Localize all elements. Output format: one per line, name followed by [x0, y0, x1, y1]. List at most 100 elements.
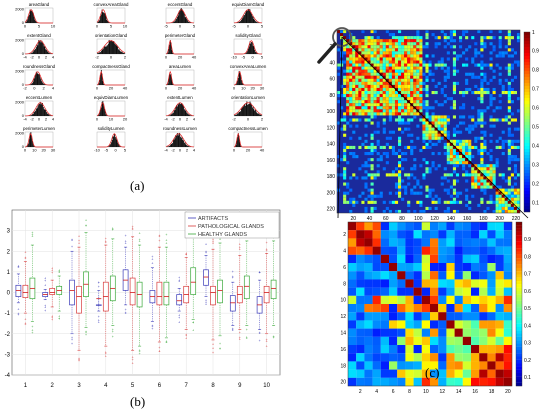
matrix-cell: [398, 39, 402, 43]
matrix-cell: [352, 39, 356, 43]
matrix-cell: [498, 194, 502, 198]
matrix-cell: [391, 87, 395, 92]
matrix-cell: [477, 176, 481, 180]
matrix-cell: [361, 103, 365, 107]
outlier: +: [178, 314, 180, 318]
matrix-cell: [446, 345, 455, 354]
matrix-cell: [404, 145, 408, 149]
matrix-cell: [510, 158, 514, 162]
matrix-cell: [398, 103, 402, 107]
matrix-cell: [434, 133, 438, 137]
matrix-cell: [410, 45, 414, 49]
matrix-cell: [438, 328, 447, 337]
matrix-cell: [471, 60, 475, 64]
matrix-cell: [479, 263, 488, 272]
matrix-cell: [477, 121, 481, 125]
matrix-cell: [419, 106, 423, 110]
matrix-cell: [454, 222, 463, 231]
matrix-cell: [361, 42, 365, 46]
colorbar-segment: [516, 222, 522, 226]
colorbar-segment: [524, 143, 530, 147]
outlier: +: [178, 316, 180, 320]
matrix-cell: [340, 127, 344, 131]
matrix-cell: [446, 191, 450, 195]
matrix-cell: [474, 136, 478, 140]
colorbar-segment: [524, 65, 530, 69]
histogram-bar: [255, 109, 256, 116]
histogram-bar: [32, 51, 34, 54]
matrix-cell: [364, 246, 373, 255]
matrix-cell: [465, 142, 469, 146]
histogram-bar: [237, 113, 238, 116]
matrix-cell: [454, 353, 463, 362]
matrix-cell: [487, 287, 496, 296]
histogram-bar: [169, 74, 170, 85]
matrix-cell: [410, 191, 414, 195]
x-tick-label: 120: [430, 216, 439, 222]
matrix-cell: [440, 57, 444, 61]
matrix-cell: [370, 78, 374, 82]
matrix-cell: [394, 63, 399, 67]
matrix-cell: [446, 69, 450, 73]
histogram-bar: [180, 138, 182, 147]
histogram-bar: [31, 83, 33, 85]
outlier: +: [139, 232, 141, 236]
matrix-cell: [431, 133, 435, 137]
matrix-cell: [430, 271, 439, 280]
histogram-bar: [189, 22, 191, 23]
matrix-cell: [454, 271, 463, 280]
matrix-cell: [492, 109, 496, 113]
matrix-cell: [394, 57, 399, 61]
matrix-cell: [419, 42, 423, 46]
matrix-cell: [516, 33, 521, 37]
matrix-cell: [428, 206, 432, 210]
matrix-cell: [367, 81, 371, 85]
outlier: +: [205, 299, 207, 303]
matrix-cell: [425, 124, 429, 128]
matrix-cell: [425, 45, 429, 49]
matrix-cell: [480, 173, 484, 177]
matrix-cell: [479, 353, 488, 362]
matrix-cell: [459, 130, 463, 134]
matrix-cell: [413, 238, 422, 247]
matrix-cell: [376, 152, 380, 156]
matrix-cell: [413, 42, 417, 46]
matrix-cell: [349, 72, 353, 76]
histogram-bar: [37, 106, 39, 116]
matrix-cell: [388, 109, 392, 113]
matrix-cell: [346, 66, 350, 70]
histogram-bar: [241, 80, 242, 85]
matrix-cell: [495, 203, 499, 207]
matrix-cell: [380, 230, 390, 239]
histogram-bar: [97, 53, 98, 54]
box-artifacts-5: ++++++: [122, 234, 129, 315]
matrix-cell: [474, 173, 478, 177]
matrix-cell: [376, 130, 380, 134]
matrix-cell: [462, 121, 466, 125]
histogram-bar: [33, 78, 35, 85]
matrix-cell: [468, 127, 472, 131]
matrix-cell: [492, 97, 496, 101]
matrix-cell: [364, 222, 373, 231]
matrix-cell: [413, 369, 422, 378]
matrix-cell: [391, 48, 395, 52]
matrix-cell: [380, 263, 390, 272]
matrix-cell: [367, 69, 371, 73]
matrix-cell: [459, 91, 463, 95]
matrix-cell: [486, 206, 490, 210]
colorbar-tick-label: 0.9: [524, 237, 531, 243]
matrix-cell: [510, 197, 514, 201]
matrix-cell: [430, 353, 439, 362]
matrix-cell: [348, 377, 357, 387]
matrix-cell: [501, 142, 505, 146]
outlier: +: [239, 243, 241, 247]
colorbar-segment: [524, 122, 530, 126]
outlier: +: [132, 361, 134, 365]
matrix-cell: [358, 39, 362, 43]
matrix-cell: [367, 87, 371, 92]
matrix-cell: [364, 72, 368, 76]
matrix-cell: [385, 51, 389, 55]
matrix-cell: [343, 115, 347, 119]
matrix-cell: [346, 87, 350, 92]
matrix-cell: [443, 173, 447, 177]
